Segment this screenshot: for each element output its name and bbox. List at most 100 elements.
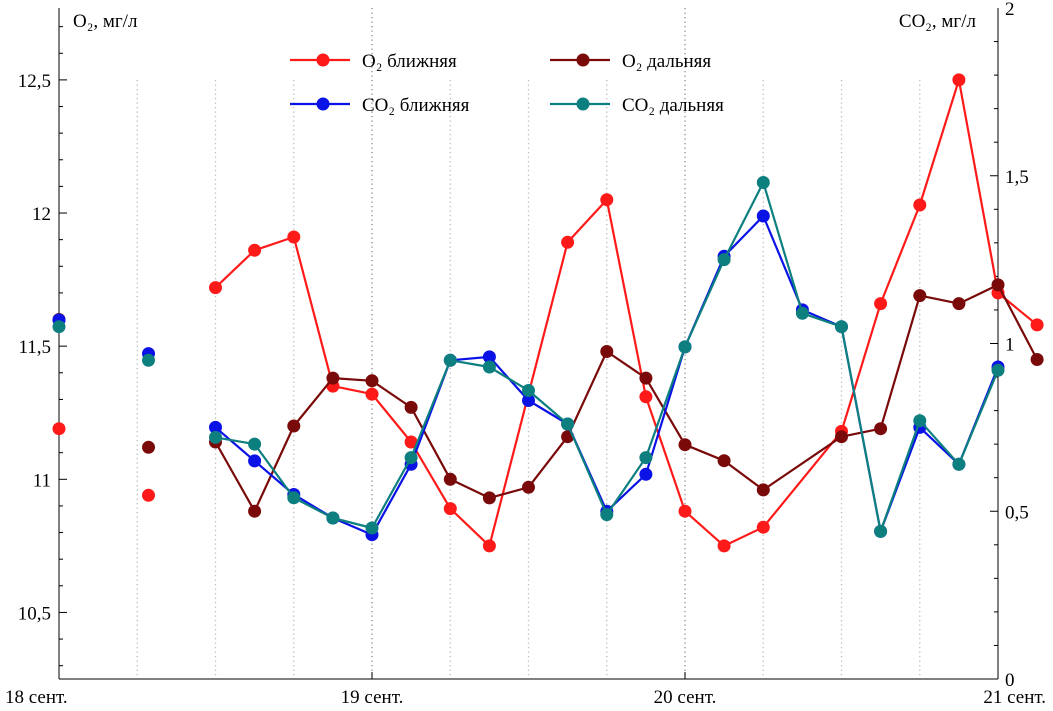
data-point xyxy=(209,420,222,434)
data-point xyxy=(443,502,457,516)
data-point xyxy=(717,454,731,468)
data-point xyxy=(756,176,770,189)
data-point xyxy=(443,472,457,486)
axis-ticks: 18 сент. 19 сент. 20 сент. 21 сент.10,51111… xyxy=(5,0,1046,708)
data-point xyxy=(874,422,888,436)
y-left-tick-label: 12,5 xyxy=(18,71,51,92)
data-point xyxy=(248,504,262,518)
data-point xyxy=(874,524,888,538)
data-point xyxy=(522,394,535,407)
data-point xyxy=(991,363,1005,377)
data-point xyxy=(209,430,222,444)
data-point xyxy=(952,73,966,87)
series-1 xyxy=(52,73,1044,553)
data-point xyxy=(482,360,496,374)
data-point xyxy=(287,230,301,244)
legend-label: O₂ ближняя xyxy=(362,51,457,72)
data-point xyxy=(248,454,262,468)
data-point xyxy=(913,198,927,212)
data-point xyxy=(482,491,496,505)
legend-item: CO₂ ближняя xyxy=(290,95,470,116)
data-point xyxy=(756,483,770,497)
x-tick-label: 18 сент. xyxy=(5,687,68,708)
series-4 xyxy=(52,176,1005,538)
data-point xyxy=(756,520,770,534)
data-point xyxy=(248,437,262,451)
y-left-tick-label: 10,5 xyxy=(18,603,51,624)
data-point xyxy=(142,440,155,454)
data-point xyxy=(991,278,1005,292)
data-point xyxy=(404,400,418,414)
legend-item: CO₂ дальняя xyxy=(550,95,724,116)
data-point xyxy=(756,209,770,223)
series-2 xyxy=(52,278,1044,518)
data-point xyxy=(678,340,692,354)
data-point xyxy=(326,511,340,525)
data-point xyxy=(717,253,731,267)
data-point xyxy=(952,457,966,471)
x-tick-label: 20 сент. xyxy=(654,687,717,708)
data-point xyxy=(678,438,692,452)
data-point xyxy=(287,419,301,433)
data-point xyxy=(209,281,222,295)
y-right-tick-label: 1,5 xyxy=(1005,167,1029,188)
data-point xyxy=(522,480,535,494)
legend-marker xyxy=(576,97,590,111)
data-point xyxy=(287,491,301,505)
data-point xyxy=(678,504,692,518)
series-line xyxy=(214,235,491,547)
data-point xyxy=(639,451,653,465)
data-point xyxy=(1030,318,1044,332)
data-point xyxy=(482,350,496,364)
data-point xyxy=(142,353,155,367)
legend-marker xyxy=(316,53,330,67)
data-point xyxy=(835,320,848,334)
data-point xyxy=(1030,353,1044,366)
data-point xyxy=(600,508,614,522)
legend-label: O₂ дальняя xyxy=(622,51,711,72)
data-point xyxy=(52,320,66,334)
plot-frame xyxy=(58,8,999,680)
y-right-tick-label: 0 xyxy=(1005,670,1015,691)
legend-label: CO₂ ближняя xyxy=(362,95,470,116)
data-point xyxy=(600,345,614,358)
legend-item: O₂ дальняя xyxy=(550,51,711,72)
y-right-tick-label: 1 xyxy=(1005,335,1015,356)
data-point xyxy=(482,539,496,553)
series-layer xyxy=(52,73,1044,553)
legend: O₂ ближняя O₂ дальняя CO₂ ближняя CO₂ дальн… xyxy=(290,51,724,116)
y-left-tick-label: 11 xyxy=(33,470,51,491)
series-line xyxy=(214,283,1039,513)
data-point xyxy=(248,243,262,257)
data-point xyxy=(913,414,927,428)
legend-item: O₂ ближняя xyxy=(290,51,457,72)
data-point xyxy=(952,297,966,311)
data-point xyxy=(142,488,155,502)
data-point xyxy=(443,353,457,367)
data-point xyxy=(522,384,535,397)
x-tick-label: 19 сент. xyxy=(341,687,404,708)
y-right-axis-label: CO₂, мг/л xyxy=(899,11,977,32)
data-point xyxy=(365,374,379,388)
data-point xyxy=(874,297,888,311)
y-right-tick-label: 2 xyxy=(1005,0,1015,20)
legend-label: CO₂ дальняя xyxy=(622,95,724,116)
data-point xyxy=(326,371,340,385)
data-point xyxy=(404,451,418,465)
y-left-axis-label: O₂, мг/л xyxy=(73,11,138,32)
vertical-grid xyxy=(136,8,921,679)
data-point xyxy=(835,430,848,444)
data-point xyxy=(365,387,379,401)
y-right-tick-label: 0,5 xyxy=(1005,502,1029,523)
legend-marker xyxy=(316,97,330,111)
data-point xyxy=(639,390,653,404)
data-point xyxy=(561,417,575,431)
legend-marker xyxy=(576,53,590,67)
data-point xyxy=(600,193,614,207)
x-tick-label: 21 сент. xyxy=(983,687,1046,708)
data-point xyxy=(404,435,418,449)
data-point xyxy=(52,422,66,436)
data-point xyxy=(795,306,809,320)
data-point xyxy=(561,235,575,249)
